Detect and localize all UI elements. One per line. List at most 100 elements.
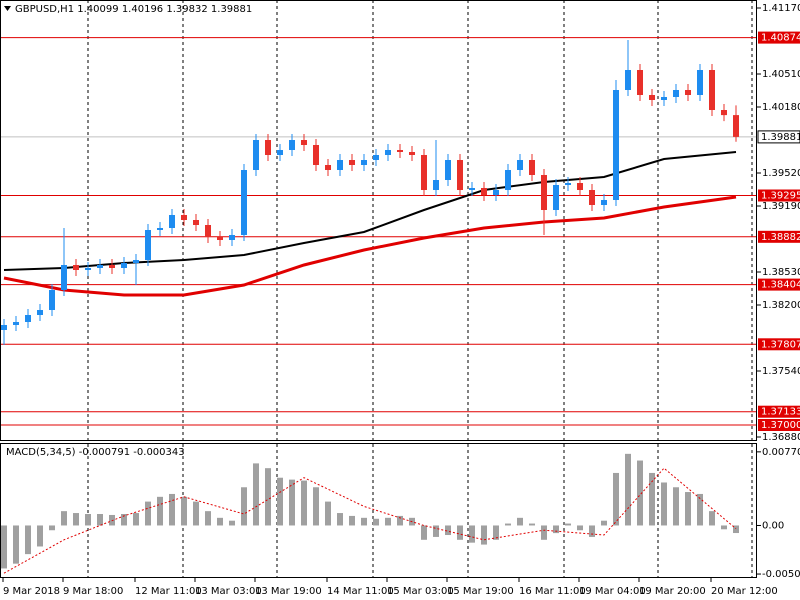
- x-tick-label: 16 Mar 11:00: [519, 586, 586, 597]
- candle-body: [721, 110, 727, 116]
- macd-bar: [349, 515, 355, 526]
- macd-bar: [85, 514, 91, 526]
- candle-body: [457, 160, 463, 190]
- candle-body: [433, 180, 439, 190]
- day-separators: [87, 0, 753, 578]
- macd-bar: [73, 513, 79, 526]
- macd-header: MACD(5,34,5) -0.000791 -0.000343: [6, 447, 185, 458]
- candle-body: [289, 140, 295, 150]
- candle-body: [49, 290, 55, 310]
- level-label-bg: [758, 278, 800, 291]
- candle-body: [409, 152, 415, 155]
- macd-bar: [301, 480, 307, 526]
- candle-body: [565, 183, 571, 185]
- level-label: 1.38404: [761, 280, 800, 291]
- candle-body: [601, 200, 607, 205]
- last-low: 1.39832: [166, 4, 207, 15]
- macd-bar: [433, 525, 439, 537]
- level-label-bg: [758, 338, 800, 351]
- level-label-bg: [758, 405, 800, 418]
- candle-body: [697, 70, 703, 95]
- macd-bar: [481, 525, 487, 545]
- macd-bar: [97, 514, 103, 526]
- level-label: 1.39295: [761, 191, 800, 202]
- macd-bar: [457, 525, 463, 540]
- macd-bar: [313, 487, 319, 526]
- macd-bar: [37, 525, 43, 547]
- x-tick-label: 19 Mar 04:00: [579, 586, 646, 597]
- candle-body: [121, 263, 127, 268]
- candle-body: [241, 170, 247, 235]
- candle-body: [541, 175, 547, 210]
- candle-body: [661, 97, 667, 100]
- candle-body: [193, 220, 199, 225]
- y-tick-label: 1.38200: [762, 300, 800, 311]
- macd-last: -0.000791: [79, 447, 130, 458]
- candle-body: [337, 160, 343, 170]
- macd-bar: [217, 517, 223, 526]
- x-tick-label: 15 Mar 19:00: [447, 586, 514, 597]
- x-tick-label: 12 Mar 11:00: [135, 586, 202, 597]
- price-panel-border: [0, 0, 757, 441]
- x-tick-label: 20 Mar 12:00: [711, 586, 778, 597]
- level-label: 1.38882: [761, 232, 800, 243]
- candle-body: [301, 140, 307, 145]
- candle-body: [61, 265, 67, 290]
- candle-body: [205, 225, 211, 237]
- macd-bar: [661, 482, 667, 526]
- menu-icon[interactable]: [4, 6, 11, 11]
- candle-body: [265, 140, 271, 155]
- x-tick-label: 13 Mar 19:00: [255, 586, 322, 597]
- current-price-label: 1.39881: [761, 132, 800, 143]
- candle-body: [505, 170, 511, 190]
- candle-body: [97, 265, 103, 268]
- candle-body: [673, 90, 679, 97]
- candle-body: [637, 70, 643, 95]
- y-tick-label: 1.41170: [762, 3, 800, 14]
- x-tick-label: 15 Mar 03:00: [387, 586, 454, 597]
- macd-bar: [25, 525, 31, 555]
- candle-body: [169, 215, 175, 228]
- last-open: 1.40099: [77, 4, 118, 15]
- macd-bar: [385, 517, 391, 526]
- level-label-bg: [758, 419, 800, 431]
- macd-bar: [493, 525, 499, 540]
- candle-body: [469, 188, 475, 190]
- candle-body: [709, 70, 715, 110]
- candle-body: [553, 185, 559, 210]
- candle-body: [133, 260, 139, 263]
- macd-bar: [205, 511, 211, 526]
- moving-average: [3, 195, 737, 297]
- x-tick-label: 9 Mar 18:00: [63, 586, 123, 597]
- macd-bar: [277, 477, 283, 526]
- x-tick-label: 9 Mar 2018: [3, 586, 60, 597]
- candle-body: [145, 230, 151, 260]
- y-tick-label: 0.007708: [762, 447, 800, 458]
- signal-last: -0.000343: [133, 447, 184, 458]
- candle-body: [649, 95, 655, 100]
- level-label-bg: [758, 189, 800, 202]
- y-tick-label: 1.39520: [762, 168, 800, 179]
- y-tick-label: 1.40510: [762, 69, 800, 80]
- macd-title: MACD(5,34,5): [6, 447, 76, 458]
- macd-bar: [625, 453, 631, 526]
- macd-bar: [193, 501, 199, 526]
- macd-bar: [709, 511, 715, 526]
- macd-bar: [13, 525, 19, 564]
- macd-bar: [601, 520, 607, 526]
- chart-header: GBPUSD,H1 1.40099 1.40196 1.39832 1.3988…: [15, 4, 252, 15]
- candle-body: [253, 140, 259, 170]
- macd-bar: [577, 525, 583, 531]
- candle-body: [625, 70, 631, 90]
- candle-body: [217, 237, 223, 240]
- macd-bar: [553, 525, 559, 534]
- y-tick-label: 1.37540: [762, 366, 800, 377]
- candle-body: [277, 150, 283, 155]
- macd-bar: [337, 513, 343, 526]
- macd-bar: [265, 468, 271, 526]
- macd-bar: [133, 513, 139, 526]
- macd-bar: [229, 520, 235, 526]
- macd-bar: [61, 511, 67, 526]
- macd-bar: [241, 487, 247, 526]
